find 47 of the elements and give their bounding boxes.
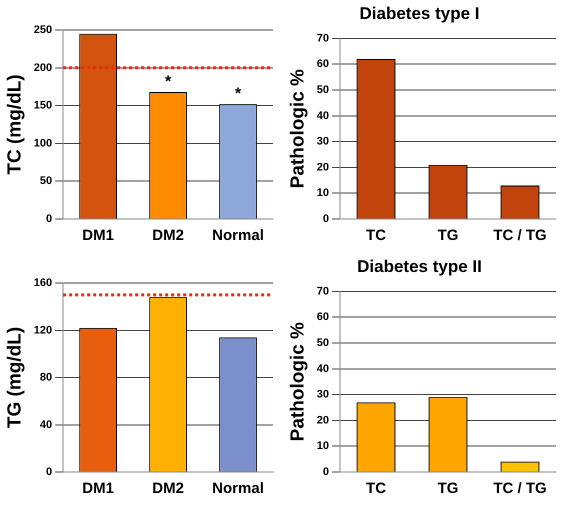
y-tick-label: 10: [316, 187, 330, 200]
y-tick-label: 50: [316, 337, 330, 350]
y-tick-label: 0: [322, 466, 330, 478]
y-axis-title: TG (mg/dL): [4, 326, 26, 428]
annotation: *: [164, 73, 172, 90]
x-tick-label: TC / TG: [493, 480, 547, 498]
y-axis-title: Pathologic %: [288, 322, 309, 442]
y-tick-label: 100: [34, 137, 52, 150]
y-axis-title: TC (mg/dL): [4, 74, 26, 175]
y-tick-label: 200: [34, 62, 52, 74]
y-tick-label: 0: [46, 466, 52, 478]
y-tick-label: 20: [316, 161, 330, 174]
x-tick-label: TC / TG: [493, 227, 547, 244]
x-tick-label: TC: [366, 480, 386, 498]
y-tick-label: 30: [316, 136, 330, 148]
x-tick-label: DM1: [82, 227, 114, 244]
y-tick-label: 60: [316, 311, 330, 324]
x-tick-label: TG: [438, 480, 458, 498]
annotation: *: [234, 85, 242, 102]
y-tick-label: 250: [34, 24, 52, 36]
y-tick-label: 80: [40, 372, 52, 384]
y-tick-label: 0: [46, 213, 52, 226]
y-tick-label: 10: [316, 440, 330, 452]
x-tick-label: TC: [366, 227, 386, 244]
x-tick-label: TG: [438, 227, 458, 244]
y-tick-label: 40: [40, 418, 52, 431]
y-tick-label: 40: [316, 110, 330, 122]
x-tick-label: DM2: [152, 480, 184, 498]
x-tick-label: DM1: [82, 480, 114, 498]
y-tick-label: 160: [34, 277, 52, 290]
x-tick-label: DM2: [152, 227, 184, 244]
y-tick-label: 20: [316, 414, 330, 426]
y-tick-label: 70: [316, 285, 330, 298]
y-tick-label: 150: [34, 100, 52, 112]
y-tick-label: 60: [316, 58, 330, 70]
y-tick-label: 30: [316, 388, 330, 401]
y-tick-label: 120: [34, 324, 52, 336]
y-axis-title: Pathologic %: [288, 68, 309, 188]
y-tick-label: 40: [316, 362, 330, 375]
y-tick-label: 50: [40, 175, 52, 188]
x-tick-label: Normal: [212, 227, 264, 244]
chart-title: Diabetes type I: [360, 4, 480, 23]
y-tick-label: 50: [316, 84, 330, 96]
chart-title: Diabetes type II: [357, 256, 482, 276]
y-tick-label: 0: [322, 213, 330, 226]
y-tick-label: 70: [316, 32, 330, 44]
x-tick-label: Normal: [212, 480, 264, 498]
